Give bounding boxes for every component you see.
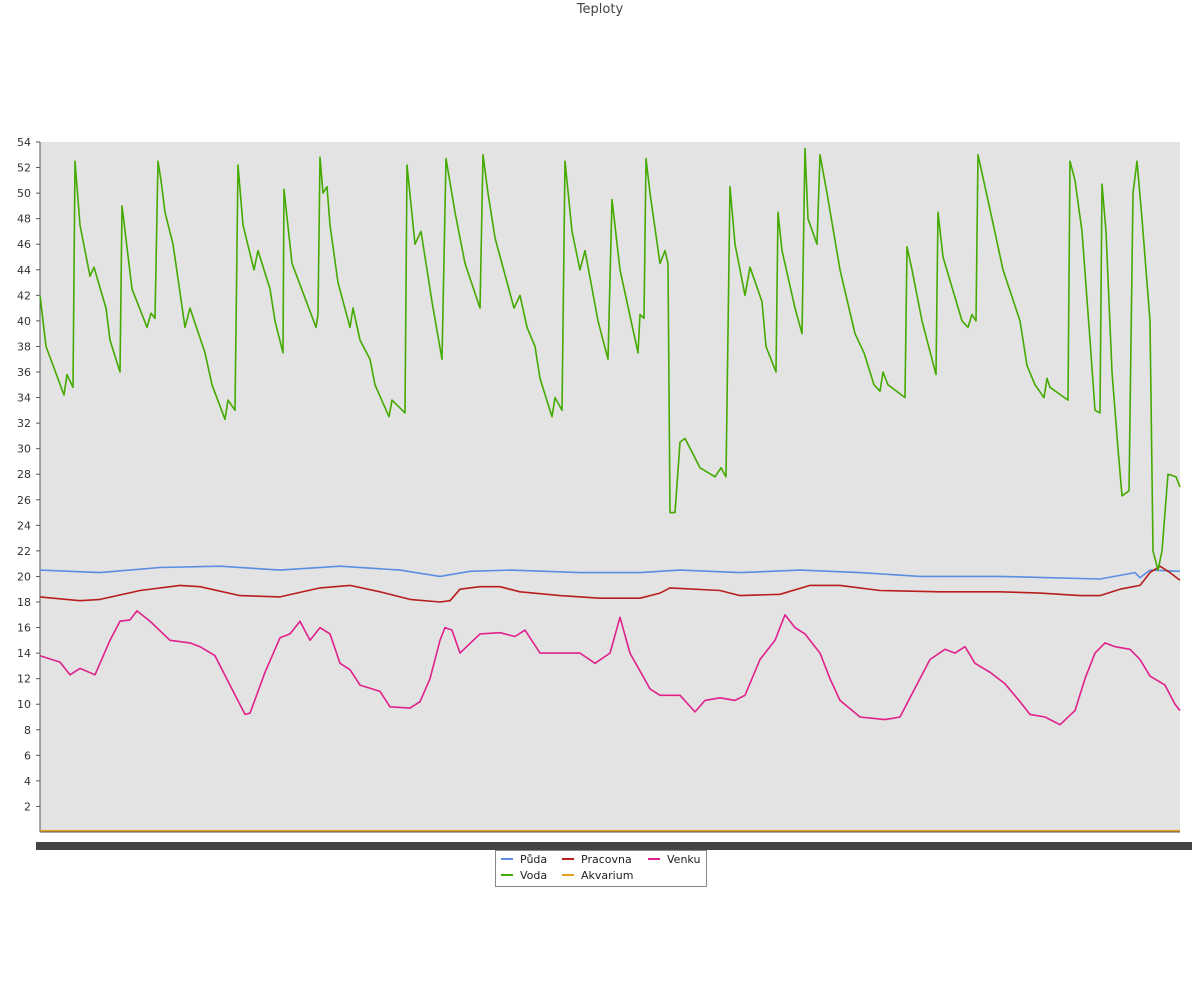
y-tick-label: 52 — [17, 162, 31, 175]
legend-swatch-voda — [501, 874, 513, 876]
legend-swatch-pracovna — [562, 858, 574, 860]
legend-item-venku: Venku — [648, 853, 700, 867]
y-tick-label: 22 — [17, 545, 31, 558]
legend-label-pracovna: Pracovna — [581, 853, 632, 866]
y-tick-label: 24 — [17, 519, 31, 532]
y-tick-label: 16 — [17, 622, 31, 635]
y-axis: 2468101214161820222426283032343638404244… — [17, 136, 41, 832]
y-tick-label: 4 — [24, 775, 31, 788]
y-tick-label: 50 — [17, 187, 31, 200]
y-tick-label: 18 — [17, 596, 31, 609]
y-tick-label: 46 — [17, 238, 31, 251]
series-line-puda — [39, 565, 1181, 580]
legend-label-voda: Voda — [520, 869, 548, 882]
y-tick-label: 34 — [17, 392, 31, 405]
series-line-venku — [39, 610, 1181, 726]
y-tick-label: 26 — [17, 494, 31, 507]
y-tick-label: 12 — [17, 673, 31, 686]
y-tick-label: 20 — [17, 570, 31, 583]
legend-item-puda: Půda — [501, 853, 547, 867]
legend-label-venku: Venku — [667, 853, 701, 866]
legend-item-akvarium: Akvarium — [562, 869, 633, 883]
y-tick-label: 48 — [17, 213, 31, 226]
y-tick-label: 28 — [17, 468, 31, 481]
y-tick-label: 30 — [17, 443, 31, 456]
x-tick-labels-dense — [36, 842, 1192, 850]
plot-area — [40, 142, 1180, 832]
y-tick-label: 14 — [17, 647, 31, 660]
y-tick-label: 6 — [24, 749, 31, 762]
y-tick-label: 38 — [17, 340, 31, 353]
y-tick-label: 10 — [17, 698, 31, 711]
y-tick-label: 8 — [24, 724, 31, 737]
series-line-pracovna — [39, 565, 1181, 603]
series-layer — [39, 147, 1181, 832]
legend-item-pracovna: Pracovna — [562, 853, 632, 867]
legend-item-voda: Voda — [501, 869, 547, 883]
y-tick-label: 2 — [24, 800, 31, 813]
y-tick-label: 40 — [17, 315, 31, 328]
series-line-voda — [39, 147, 1181, 571]
legend-label-puda: Půda — [520, 853, 548, 866]
x-axis — [36, 831, 1192, 850]
chart-title: Teploty — [576, 2, 624, 17]
legend-swatch-puda — [501, 858, 513, 860]
y-tick-label: 36 — [17, 366, 31, 379]
y-tick-label: 42 — [17, 289, 31, 302]
legend: Půda Pracovna Venku Voda Akvarium — [495, 850, 707, 887]
y-tick-label: 32 — [17, 417, 31, 430]
legend-swatch-akvarium — [562, 874, 574, 876]
y-tick-label: 54 — [17, 136, 31, 149]
legend-swatch-venku — [648, 858, 660, 860]
legend-label-akvarium: Akvarium — [581, 869, 634, 882]
y-tick-label: 44 — [17, 264, 31, 277]
